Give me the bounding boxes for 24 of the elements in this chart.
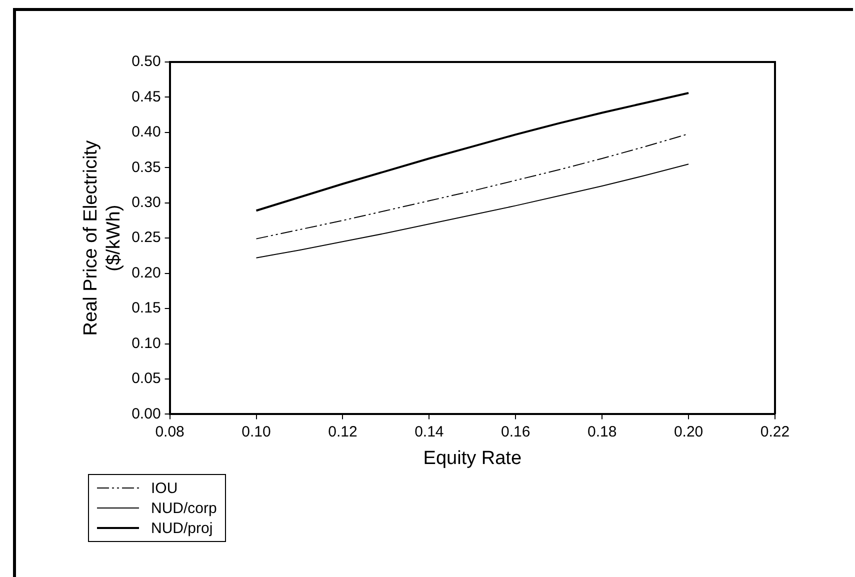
y-tick-label: 0.30: [132, 194, 161, 212]
x-tick-label: 0.16: [501, 423, 530, 440]
x-tick-label: 0.10: [242, 423, 271, 440]
y-tick-label: 0.10: [132, 334, 161, 352]
y-tick-label: 0.15: [132, 300, 161, 317]
y-tick-label: 0.05: [132, 370, 161, 388]
y-axis-title: Real Price of Electricity ($/kWh): [80, 140, 124, 336]
legend-label: NUD/proj: [151, 520, 213, 536]
y-tick-label: 0.25: [132, 229, 161, 246]
x-tick-label: 0.14: [414, 423, 444, 440]
y-tick-label: 0.40: [132, 124, 161, 141]
y-tick-label: 0.35: [132, 158, 161, 176]
x-tick-label: 0.20: [674, 423, 704, 440]
x-tick-label: 0.22: [760, 423, 790, 440]
y-tick-label: 0.00: [132, 405, 161, 422]
y-tick-label: 0.50: [132, 53, 161, 70]
y-tick-label: 0.20: [132, 264, 161, 282]
legend-label: NUD/corp: [151, 500, 217, 516]
y-tick-label: 0.45: [132, 88, 161, 106]
x-tick-label: 0.08: [155, 423, 184, 440]
x-tick-label: 0.18: [587, 423, 617, 440]
x-tick-label: 0.12: [328, 423, 358, 440]
legend-label: IOU: [151, 480, 178, 496]
x-axis-title: Equity Rate: [423, 448, 522, 469]
